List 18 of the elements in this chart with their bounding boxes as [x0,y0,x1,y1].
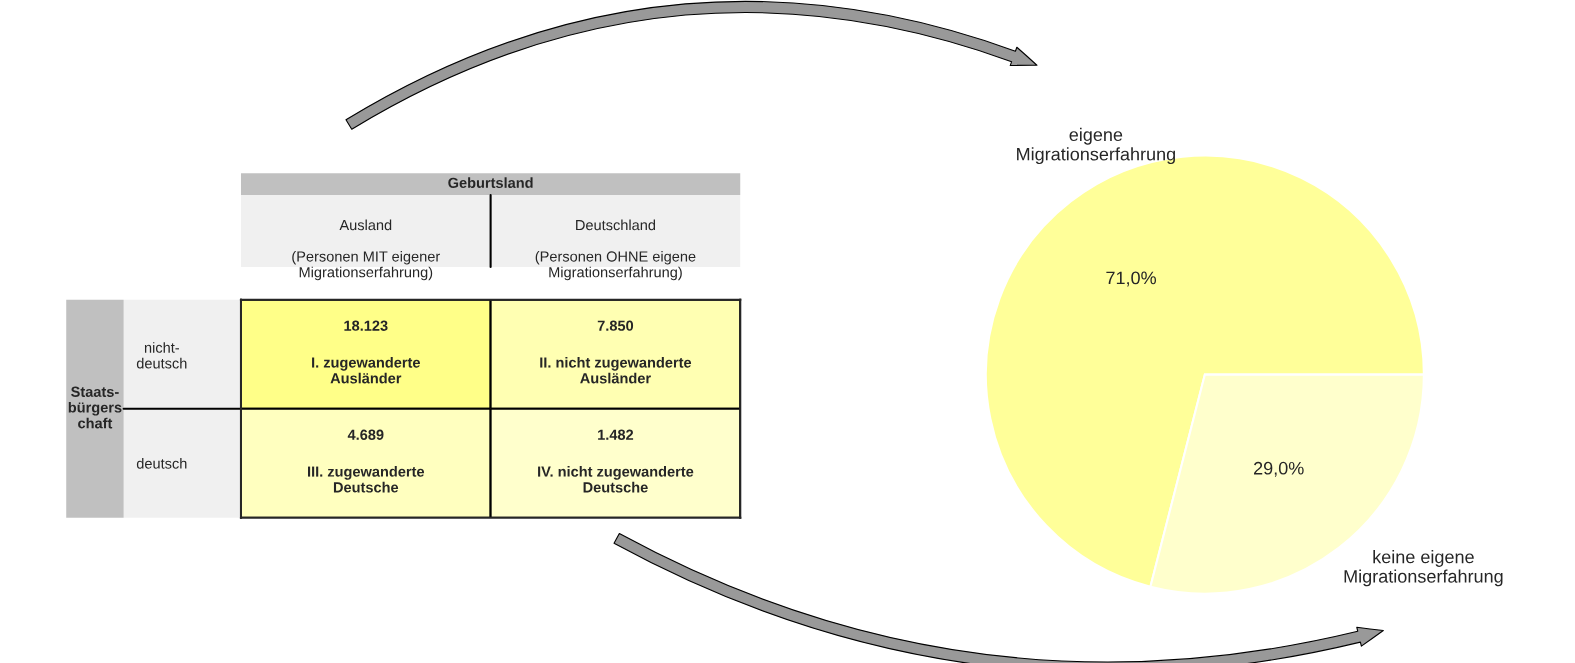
data-label: 18.123 [344,320,388,331]
slice-label: keine eigene Migrationserfahrung [1344,550,1503,587]
annotation: IV. nicht zugewanderte Deutsche [538,466,694,493]
category-label: Deutschland (Personen OHNE eigene Migrationserfahrung) [535,219,696,281]
data-label: 4.689 [347,429,384,440]
data-label: 29,0% [1254,461,1304,477]
annotation: II. nicht zugewanderte Ausländer [540,356,692,384]
category-label: Ausland (Personen MIT eigener Migrationserfahrung) [292,219,440,281]
data-label: 7.850 [597,320,634,331]
slice-label: eigene Migrationserfahrung [1017,127,1175,165]
chart-title: Geburtsland [448,177,533,188]
data-label: 71,0% [1106,271,1157,287]
y-axis-title: Staats- bürgers chaft [68,386,122,429]
annotation: I. zugewanderte Ausländer [312,356,420,384]
annotation: III. zugewanderte Deutsche [308,466,425,493]
y-tick-label: deutsch [136,457,187,469]
y-tick-label: nicht- deutsch [136,342,187,369]
data-label: 1.482 [598,429,634,440]
